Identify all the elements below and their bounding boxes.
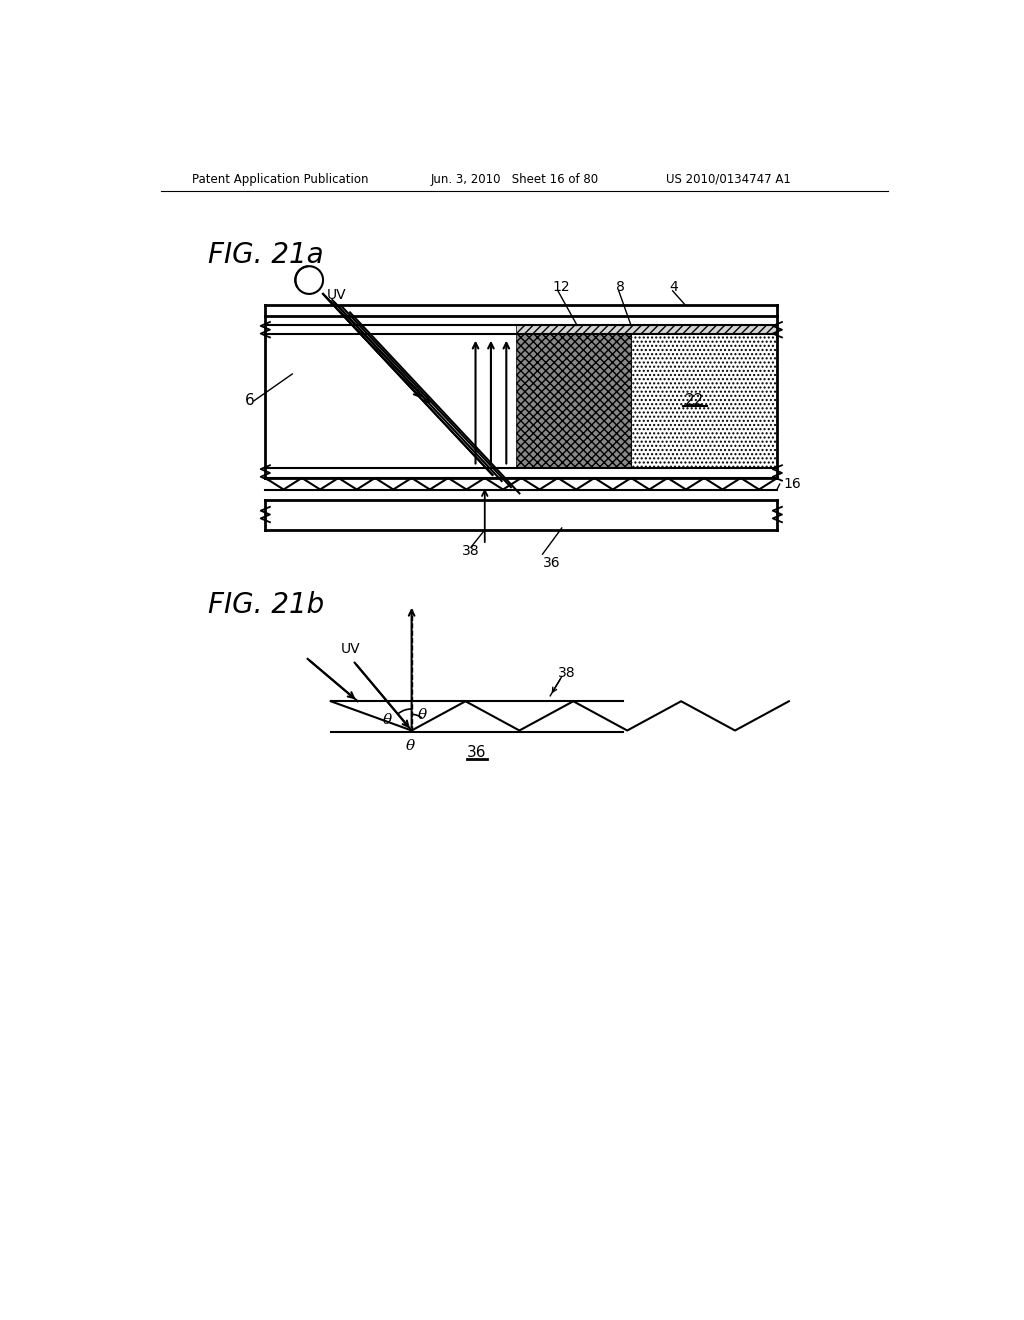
Text: 38: 38 <box>462 544 479 558</box>
Polygon shape <box>515 334 631 469</box>
Text: 6: 6 <box>245 393 254 408</box>
Text: Jun. 3, 2010   Sheet 16 of 80: Jun. 3, 2010 Sheet 16 of 80 <box>431 173 599 186</box>
Text: 36: 36 <box>543 556 560 570</box>
Text: 22: 22 <box>685 393 705 408</box>
Text: 38: 38 <box>558 665 575 680</box>
Text: 16: 16 <box>783 477 801 491</box>
Text: US 2010/0134747 A1: US 2010/0134747 A1 <box>666 173 791 186</box>
Text: 4: 4 <box>670 280 678 294</box>
Text: 12: 12 <box>553 280 570 294</box>
Text: 8: 8 <box>615 280 625 294</box>
Text: UV: UV <box>327 288 346 302</box>
Text: θ: θ <box>382 713 391 727</box>
Text: 36: 36 <box>467 746 486 760</box>
Text: FIG. 21a: FIG. 21a <box>208 240 324 269</box>
Text: Patent Application Publication: Patent Application Publication <box>193 173 369 186</box>
Text: UV: UV <box>341 642 360 656</box>
Text: θ: θ <box>406 739 415 752</box>
Polygon shape <box>515 326 777 334</box>
Text: θ: θ <box>418 708 427 722</box>
Text: FIG. 21b: FIG. 21b <box>208 591 324 619</box>
